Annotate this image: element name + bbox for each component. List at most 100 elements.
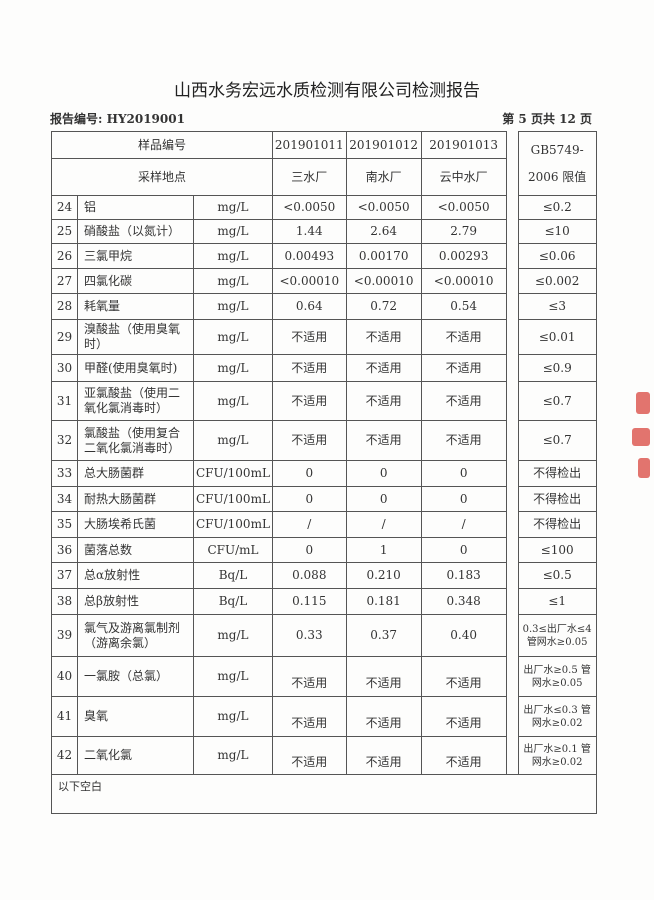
item-name: 总大肠菌群 bbox=[77, 460, 194, 487]
item-number: 41 bbox=[51, 696, 78, 737]
gap-column bbox=[505, 219, 519, 244]
table-row: 25 硝酸盐（以氮计） mg/L 1.44 2.64 2.79 ≤10 bbox=[51, 219, 597, 244]
sample-no: 201901011 bbox=[271, 131, 347, 159]
sample-value: / bbox=[420, 511, 507, 538]
table-row: 39 氯气及游离氯制剂（游离余氯） mg/L 0.33 0.37 0.40 0.3≤出厂水≤… bbox=[51, 614, 597, 657]
gap-column bbox=[505, 460, 519, 487]
limit-value: 不得检出 bbox=[517, 511, 597, 538]
sample-value: 0 bbox=[271, 460, 347, 487]
item-name: 总α放射性 bbox=[77, 562, 194, 589]
sample-value: 0.348 bbox=[420, 588, 507, 615]
gap-column bbox=[505, 511, 519, 538]
item-name: 大肠埃希氏菌 bbox=[77, 511, 194, 538]
sample-value: 0.54 bbox=[420, 293, 507, 320]
site: 南水厂 bbox=[345, 158, 422, 196]
sample-value: 0.210 bbox=[345, 562, 422, 589]
sample-no: 201901012 bbox=[345, 131, 422, 159]
table-row: 38 总β放射性 Bq/L 0.115 0.181 0.348 ≤1 bbox=[51, 588, 597, 615]
item-number: 38 bbox=[51, 588, 78, 615]
gap-column bbox=[505, 562, 519, 589]
unit: mg/L bbox=[193, 354, 273, 382]
limit-value: ≤0.01 bbox=[517, 319, 597, 355]
limit-value: 不得检出 bbox=[517, 460, 597, 487]
sample-value: 0.64 bbox=[271, 293, 347, 320]
item-name: 亚氯酸盐（使用二氧化氯消毒时） bbox=[77, 381, 194, 421]
sample-value: 0 bbox=[420, 460, 507, 487]
item-number: 35 bbox=[51, 511, 78, 538]
sample-value: <0.0050 bbox=[345, 195, 422, 220]
gap-column bbox=[505, 131, 519, 196]
item-name: 四氯化碳 bbox=[77, 268, 194, 294]
item-name: 硝酸盐（以氮计） bbox=[77, 219, 194, 244]
unit: mg/L bbox=[193, 268, 273, 294]
unit: CFU/mL bbox=[193, 537, 273, 563]
limit-value: 出厂水≥0.5 管网水≥0.05 bbox=[517, 656, 597, 697]
unit: mg/L bbox=[193, 195, 273, 220]
sample-value: 0.115 bbox=[271, 588, 347, 615]
table-row: 32 氯酸盐（使用复合二氧化氯消毒时） mg/L 不适用 不适用 不适用 ≤0.7 bbox=[51, 420, 597, 461]
limit-value: ≤10 bbox=[517, 219, 597, 244]
limit-value: ≤0.2 bbox=[517, 195, 597, 220]
limit-value: ≤0.06 bbox=[517, 243, 597, 269]
sample-value: 1.44 bbox=[271, 219, 347, 244]
sample-value: 不适用 bbox=[420, 736, 507, 775]
site: 云中水厂 bbox=[420, 158, 507, 196]
limit-value: ≤1 bbox=[517, 588, 597, 615]
limit-value: ≤0.7 bbox=[517, 381, 597, 421]
gap-column bbox=[505, 293, 519, 320]
sample-value: <0.00010 bbox=[271, 268, 347, 294]
results-table: 样品编号 201901011 201901012 201901013 GB574… bbox=[51, 131, 597, 814]
sample-value: 不适用 bbox=[271, 381, 347, 421]
unit: CFU/100mL bbox=[193, 486, 273, 512]
sample-value: 不适用 bbox=[420, 420, 507, 461]
sample-no: 201901013 bbox=[420, 131, 507, 159]
item-number: 33 bbox=[51, 460, 78, 487]
item-number: 27 bbox=[51, 268, 78, 294]
limit-value: 出厂水≥0.1 管网水≥0.02 bbox=[517, 736, 597, 775]
unit: mg/L bbox=[193, 319, 273, 355]
item-number: 34 bbox=[51, 486, 78, 512]
sample-value: 0.181 bbox=[345, 588, 422, 615]
sample-value: <0.0050 bbox=[420, 195, 507, 220]
table-row: 28 耗氧量 mg/L 0.64 0.72 0.54 ≤3 bbox=[51, 293, 597, 320]
unit: mg/L bbox=[193, 696, 273, 737]
sample-value: / bbox=[345, 511, 422, 538]
sample-value: 不适用 bbox=[345, 319, 422, 355]
sample-value: 0 bbox=[345, 460, 422, 487]
table-row: 24 铝 mg/L <0.0050 <0.0050 <0.0050 ≤0.2 bbox=[51, 195, 597, 220]
gap-column bbox=[505, 588, 519, 615]
table-row: 34 耐热大肠菌群 CFU/100mL 0 0 0 不得检出 bbox=[51, 486, 597, 512]
item-number: 25 bbox=[51, 219, 78, 244]
sample-value: 0.00493 bbox=[271, 243, 347, 269]
item-name: 铝 bbox=[77, 195, 194, 220]
table-row: 26 三氯甲烷 mg/L 0.00493 0.00170 0.00293 ≤0.06 bbox=[51, 243, 597, 269]
site-label: 采样地点 bbox=[51, 158, 273, 196]
table-row: 29 溴酸盐（使用臭氧时） mg/L 不适用 不适用 不适用 ≤0.01 bbox=[51, 319, 597, 355]
unit: mg/L bbox=[193, 381, 273, 421]
sample-value: 0.33 bbox=[271, 614, 347, 657]
red-stamp-mark bbox=[632, 428, 650, 446]
sample-value: 不适用 bbox=[271, 656, 347, 697]
sample-value: 不适用 bbox=[271, 696, 347, 737]
table-row: 31 亚氯酸盐（使用二氧化氯消毒时） mg/L 不适用 不适用 不适用 ≤0.7 bbox=[51, 381, 597, 421]
page-number: 第 5 页共 12 页 bbox=[502, 112, 592, 126]
item-number: 36 bbox=[51, 537, 78, 563]
item-number: 30 bbox=[51, 354, 78, 382]
sample-value: 0.088 bbox=[271, 562, 347, 589]
unit: mg/L bbox=[193, 420, 273, 461]
sample-value: 0 bbox=[271, 486, 347, 512]
sample-value: 不适用 bbox=[420, 381, 507, 421]
unit: mg/L bbox=[193, 293, 273, 320]
item-number: 32 bbox=[51, 420, 78, 461]
sample-value: 2.64 bbox=[345, 219, 422, 244]
limit-value: 出厂水≤0.3 管网水≥0.02 bbox=[517, 696, 597, 737]
sample-value: <0.00010 bbox=[345, 268, 422, 294]
item-name: 一氯胺（总氯） bbox=[77, 656, 194, 697]
item-number: 24 bbox=[51, 195, 78, 220]
gap-column bbox=[505, 268, 519, 294]
report-number: 报告编号: HY2019001 bbox=[50, 112, 185, 126]
sample-value: 不适用 bbox=[271, 354, 347, 382]
item-name: 二氧化氯 bbox=[77, 736, 194, 775]
unit: mg/L bbox=[193, 243, 273, 269]
sample-no-label: 样品编号 bbox=[51, 131, 273, 159]
